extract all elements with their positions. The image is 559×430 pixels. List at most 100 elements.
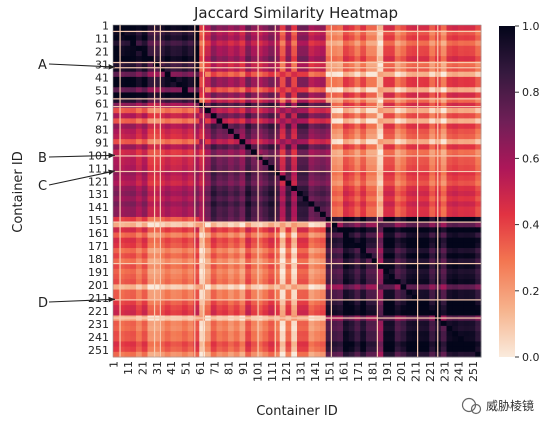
- heatmap-cell: [153, 108, 160, 114]
- heatmap-cell: [412, 248, 419, 254]
- heatmap-cell: [412, 289, 419, 296]
- heatmap-cell: [256, 97, 263, 104]
- heatmap-cell: [182, 331, 189, 337]
- heatmap-cell: [182, 87, 189, 93]
- heatmap-cell: [239, 346, 246, 353]
- heatmap-cell: [182, 185, 189, 192]
- heatmap-cell: [216, 128, 223, 135]
- heatmap-cell: [389, 346, 396, 353]
- heatmap-cell: [222, 87, 229, 93]
- heatmap-cell: [170, 201, 177, 207]
- heatmap-cell: [423, 325, 430, 332]
- heatmap-cell: [164, 87, 171, 93]
- heatmap-cell: [469, 216, 476, 223]
- heatmap-cell: [239, 331, 246, 337]
- heatmap-cell: [475, 149, 482, 156]
- heatmap-cell: [458, 97, 465, 104]
- heatmap-cell: [199, 320, 206, 327]
- heatmap-cell: [440, 87, 447, 93]
- heatmap-cell: [216, 133, 223, 140]
- heatmap-cell: [285, 268, 292, 275]
- heatmap-cell: [262, 346, 269, 353]
- heatmap-cell: [176, 30, 183, 36]
- heatmap-cell: [199, 102, 206, 109]
- heatmap-cell: [113, 170, 120, 176]
- heatmap-cell: [222, 50, 229, 57]
- x-tick-label: 111: [266, 361, 279, 382]
- heatmap-low-row: [113, 170, 481, 173]
- heatmap-cell: [429, 66, 436, 73]
- heatmap-cell: [279, 113, 286, 119]
- heatmap-cell: [389, 170, 396, 176]
- heatmap-cell: [164, 336, 171, 342]
- heatmap-cell: [170, 346, 177, 353]
- heatmap-cell: [170, 279, 177, 285]
- heatmap-cell: [193, 211, 200, 218]
- heatmap-cells: [113, 25, 482, 358]
- heatmap-cell: [274, 341, 281, 348]
- heatmap-cell: [463, 258, 470, 265]
- heatmap-cell: [343, 346, 350, 353]
- heatmap-cell: [458, 222, 465, 228]
- heatmap-cell: [136, 35, 143, 41]
- heatmap-cell: [159, 82, 166, 88]
- heatmap-cell: [389, 56, 396, 62]
- heatmap-cell: [193, 196, 200, 202]
- heatmap-cell: [331, 191, 338, 197]
- heatmap-cell: [297, 66, 304, 73]
- heatmap-cell: [400, 113, 407, 119]
- annotation-arrowhead: [108, 152, 115, 159]
- heatmap-cell: [251, 185, 258, 192]
- heatmap-cell: [475, 40, 482, 47]
- heatmap-cell: [446, 253, 453, 259]
- heatmap-cell: [124, 108, 131, 114]
- heatmap-cell: [320, 35, 327, 41]
- heatmap-cell: [228, 211, 235, 218]
- heatmap-cell: [308, 123, 315, 130]
- y-tick-label: 81: [95, 123, 109, 136]
- heatmap-cell: [130, 25, 137, 31]
- heatmap-cell: [205, 159, 212, 166]
- heatmap-cell: [423, 268, 430, 275]
- heatmap-cell: [170, 196, 177, 202]
- heatmap-cell: [233, 159, 240, 166]
- heatmap-cell: [348, 108, 355, 114]
- heatmap-cell: [279, 97, 286, 104]
- heatmap-cell: [458, 113, 465, 119]
- heatmap-cell: [354, 211, 361, 218]
- wechat-icon-inner: [470, 403, 482, 415]
- heatmap-cell: [360, 76, 367, 83]
- heatmap-cell: [302, 25, 309, 31]
- heatmap-cell: [308, 118, 315, 124]
- heatmap-cell: [256, 56, 263, 62]
- heatmap-cell: [394, 61, 401, 67]
- heatmap-cell: [130, 242, 137, 249]
- heatmap-cell: [458, 118, 465, 124]
- heatmap-cell: [360, 279, 367, 285]
- heatmap-cell: [136, 56, 143, 62]
- heatmap-cell: [440, 50, 447, 57]
- heatmap-cell: [274, 102, 281, 109]
- heatmap-cell: [285, 331, 292, 337]
- heatmap-cell: [159, 201, 166, 207]
- heatmap-cell: [394, 123, 401, 130]
- heatmap-cell: [463, 185, 470, 192]
- heatmap-cell: [159, 331, 166, 337]
- heatmap-cell: [268, 175, 275, 182]
- heatmap-cell: [360, 211, 367, 218]
- heatmap-cell: [314, 139, 321, 145]
- heatmap-cell: [118, 40, 125, 47]
- heatmap-cell: [159, 61, 166, 67]
- heatmap-cell: [320, 92, 327, 99]
- heatmap-cell: [314, 206, 321, 213]
- heatmap-cell: [463, 165, 470, 171]
- heatmap-cell: [371, 170, 378, 176]
- heatmap-cell: [118, 45, 125, 52]
- heatmap-cell: [452, 232, 459, 239]
- heatmap-cell: [423, 128, 430, 135]
- heatmap-cell: [360, 201, 367, 207]
- heatmap-cell: [199, 144, 206, 150]
- heatmap-cell: [400, 320, 407, 327]
- heatmap-cell: [141, 40, 148, 47]
- heatmap-cell: [274, 242, 281, 249]
